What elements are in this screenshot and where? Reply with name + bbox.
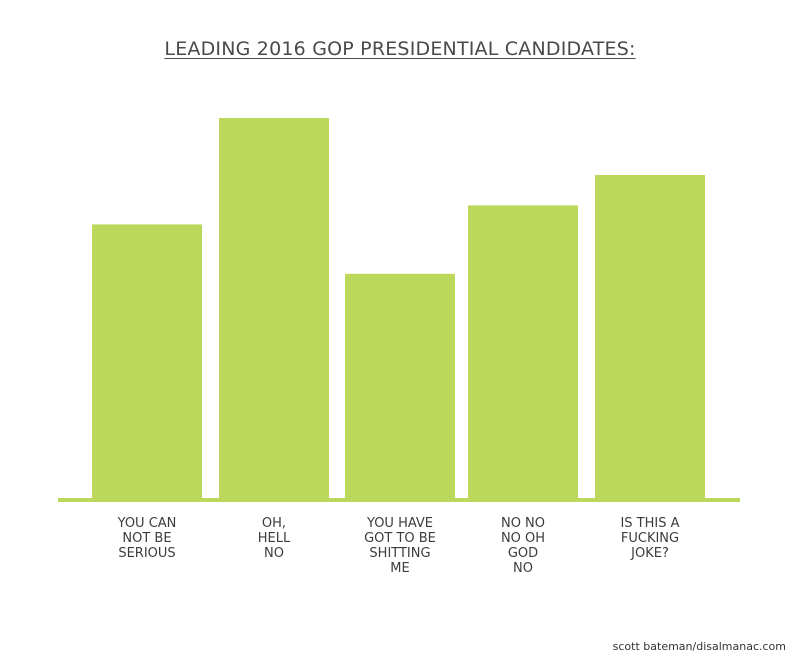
category-label-3: NO NO NO OH GOD NO: [500, 516, 546, 576]
category-label-2: YOU HAVE GOT TO BE SHITTING ME: [364, 516, 436, 576]
bar-2: [345, 273, 455, 498]
bar-4: [595, 175, 705, 498]
bar-3: [468, 205, 578, 498]
category-label-0: YOU CAN NOT BE SERIOUS: [117, 516, 177, 561]
category-label-1: OH, HELL NO: [257, 516, 291, 561]
credit-text: scott bateman/disalmanac.com: [612, 640, 786, 653]
bar-0: [92, 224, 202, 498]
bar-1: [219, 118, 329, 498]
category-label-4: IS THIS A FUCKING JOKE?: [620, 516, 680, 561]
chart-title: LEADING 2016 GOP PRESIDENTIAL CANDIDATES…: [164, 38, 636, 60]
x-axis-baseline: [58, 498, 740, 502]
